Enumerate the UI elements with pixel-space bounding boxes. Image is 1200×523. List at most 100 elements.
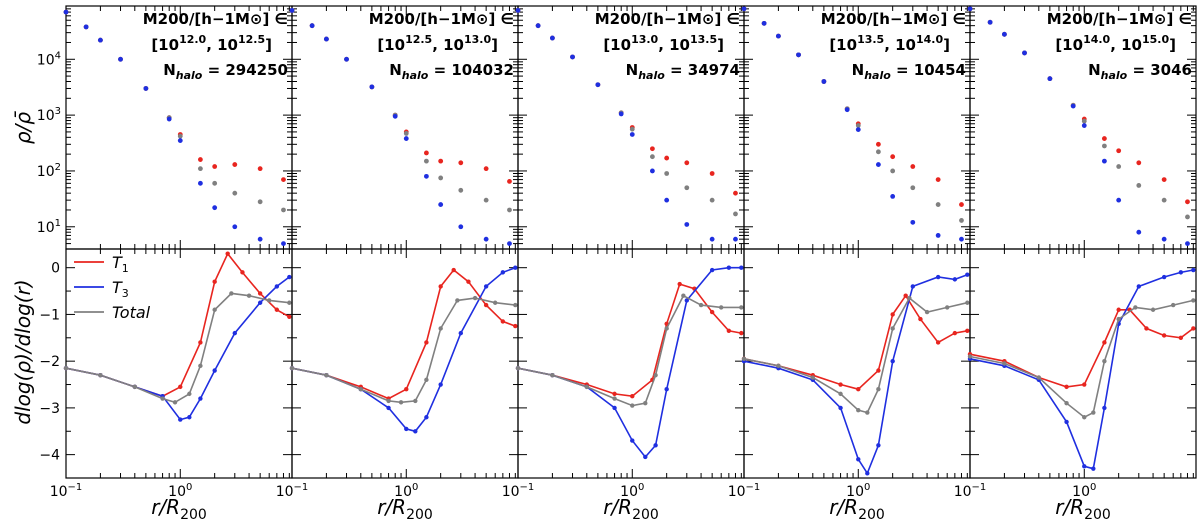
density-point bbox=[458, 224, 464, 230]
slope-point bbox=[500, 319, 506, 324]
density-point bbox=[507, 178, 512, 184]
slope-line-t3 bbox=[969, 269, 1194, 470]
slope-point bbox=[1002, 361, 1007, 366]
x-tick-label: 10−1 bbox=[728, 482, 761, 500]
annotation-mass-range: [1013.5, 1014.0] bbox=[829, 33, 950, 54]
slope-point bbox=[172, 400, 178, 405]
density-point bbox=[535, 23, 541, 29]
slope-point bbox=[1091, 410, 1096, 415]
legend: T1 T3 Total bbox=[74, 253, 151, 322]
slope-point bbox=[653, 372, 658, 378]
density-point bbox=[257, 236, 263, 242]
density-point bbox=[987, 19, 993, 25]
slope-point bbox=[483, 284, 489, 289]
slope-point bbox=[718, 305, 724, 310]
density-point bbox=[890, 194, 896, 199]
density-point bbox=[1101, 143, 1107, 149]
density-point bbox=[649, 146, 655, 152]
density-point bbox=[733, 211, 738, 217]
slope-point bbox=[458, 330, 463, 336]
density-point bbox=[1161, 197, 1167, 203]
slope-point bbox=[903, 293, 908, 298]
slope-line-t3 bbox=[517, 266, 742, 459]
density-point bbox=[1185, 214, 1190, 220]
y-tick-label: 0 bbox=[51, 261, 60, 277]
slope-point bbox=[1178, 335, 1184, 340]
density-point bbox=[875, 149, 881, 155]
density-point bbox=[507, 241, 512, 246]
slope-point bbox=[1082, 464, 1087, 469]
slope-point bbox=[612, 405, 617, 411]
density-point bbox=[438, 202, 444, 207]
density-point bbox=[281, 177, 286, 182]
slope-point bbox=[1178, 270, 1184, 275]
slope-point bbox=[1064, 401, 1069, 406]
annotation-mass-label: M200/[h−1M⊙] ∈ bbox=[1047, 10, 1192, 28]
slope-point bbox=[198, 363, 203, 369]
density-point bbox=[458, 187, 464, 193]
density-point bbox=[1081, 118, 1087, 124]
density-point bbox=[212, 164, 218, 169]
density-point bbox=[403, 136, 409, 141]
density-point bbox=[1116, 197, 1122, 203]
slope-point bbox=[910, 284, 915, 289]
slope-point bbox=[1116, 307, 1121, 312]
density-point bbox=[483, 197, 489, 203]
slope-line-total bbox=[969, 299, 1194, 419]
density-point bbox=[618, 111, 624, 117]
density-point bbox=[177, 133, 183, 139]
slope-point bbox=[1091, 466, 1096, 471]
slope-point bbox=[455, 298, 460, 303]
density-point bbox=[423, 150, 429, 156]
density-point bbox=[423, 158, 429, 164]
slope-point bbox=[229, 291, 234, 296]
slope-point bbox=[1150, 307, 1156, 312]
density-point bbox=[649, 154, 655, 160]
slope-point bbox=[1102, 358, 1107, 364]
slope-point bbox=[935, 340, 941, 345]
slope-point bbox=[584, 384, 589, 390]
y-tick-label: −2 bbox=[39, 354, 60, 370]
slope-point bbox=[856, 387, 861, 392]
density-point bbox=[438, 158, 444, 164]
slope-point bbox=[838, 405, 843, 411]
density-point bbox=[257, 166, 263, 172]
slope-point bbox=[1064, 384, 1069, 390]
density-point bbox=[664, 155, 670, 161]
slope-point bbox=[424, 415, 429, 420]
density-point bbox=[166, 116, 172, 122]
slope-point bbox=[890, 312, 895, 317]
annotation-mass-label: M200/[h−1M⊙] ∈ bbox=[595, 10, 740, 28]
slope-point bbox=[1170, 302, 1176, 308]
slope-point bbox=[907, 295, 912, 301]
slope-point bbox=[935, 274, 941, 280]
slope-point bbox=[865, 410, 870, 415]
annotation-mass-range: [1012.0, 1012.5] bbox=[151, 33, 272, 54]
density-point bbox=[212, 205, 218, 211]
slope-point bbox=[413, 429, 418, 434]
slope-point bbox=[257, 291, 263, 296]
bottom-frame bbox=[291, 248, 519, 479]
density-point bbox=[629, 126, 635, 132]
density-point bbox=[232, 224, 238, 230]
slope-point bbox=[63, 365, 69, 371]
slope-point bbox=[1191, 298, 1196, 303]
slope-point bbox=[178, 417, 183, 422]
density-point bbox=[649, 168, 655, 174]
slope-point bbox=[287, 314, 292, 319]
slope-point bbox=[466, 279, 471, 284]
slope-line-total bbox=[65, 292, 290, 404]
density-point bbox=[709, 236, 715, 242]
density-point bbox=[197, 180, 203, 186]
density-point bbox=[1136, 229, 1142, 235]
annotation-nhalo: Nhalo = 3046 bbox=[1088, 61, 1192, 82]
slope-point bbox=[287, 274, 292, 280]
slope-point bbox=[1161, 274, 1167, 280]
density-point bbox=[507, 207, 512, 213]
annotation-mass-range: [1014.0, 1015.0] bbox=[1055, 33, 1176, 54]
slope-point bbox=[212, 368, 217, 373]
